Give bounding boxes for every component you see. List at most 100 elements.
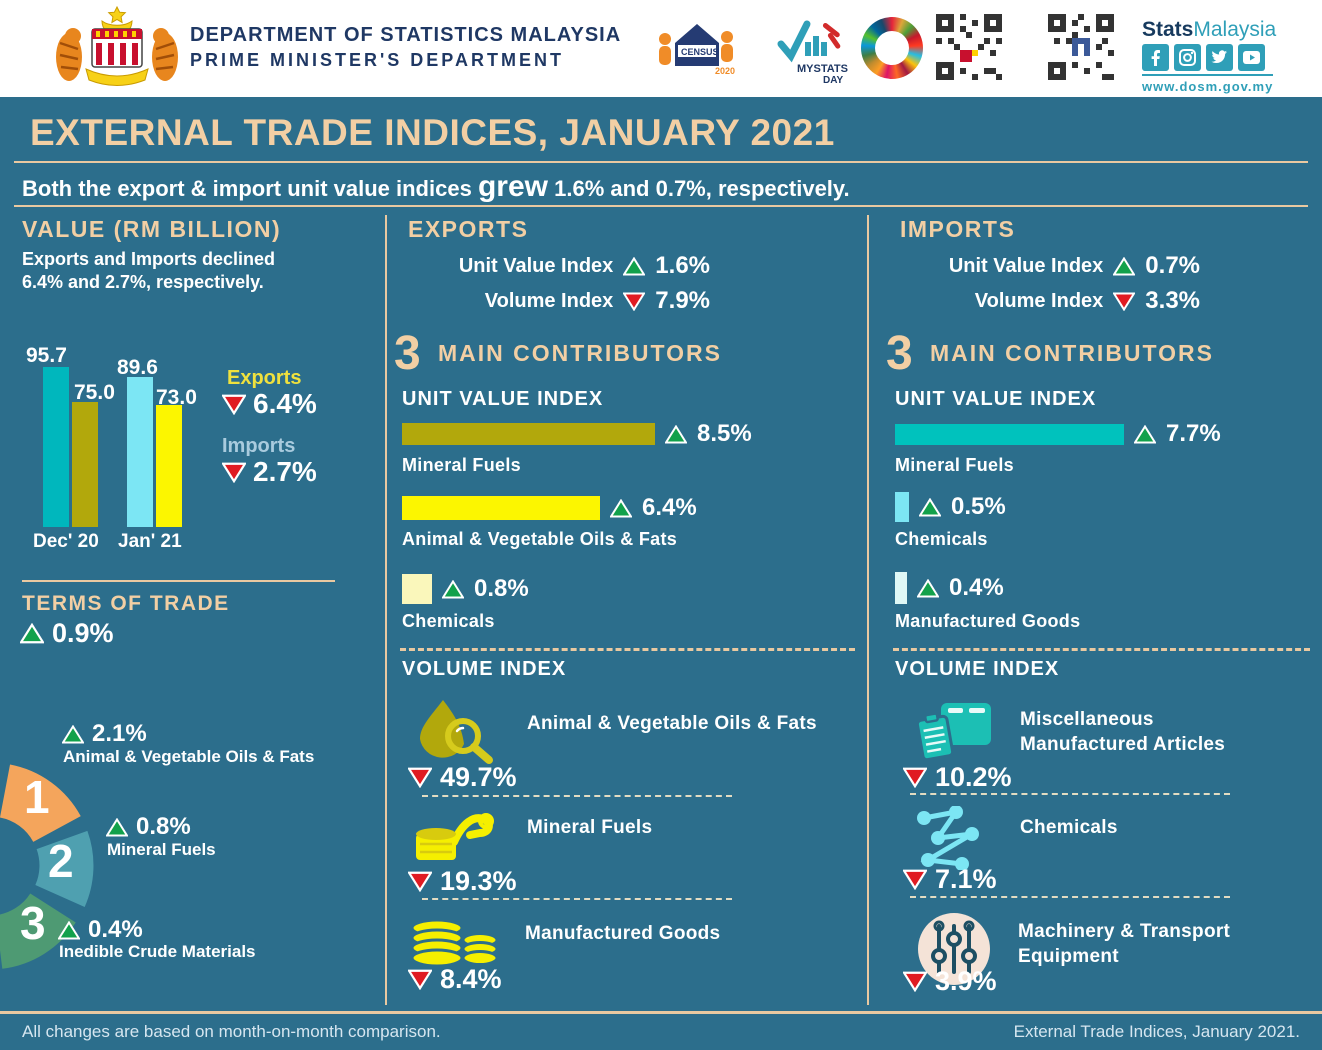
up-triangle-icon	[58, 920, 80, 939]
down-triangle-icon	[903, 767, 927, 788]
divider-line	[14, 161, 1308, 163]
rank-3-number: 3	[20, 897, 46, 949]
dept-name-line1: DEPARTMENT OF STATISTICS MALAYSIA	[190, 24, 622, 46]
down-triangle-icon	[408, 871, 432, 892]
rank-2-number: 2	[48, 835, 74, 887]
value: 7.1%	[935, 864, 997, 894]
imports-uvi-change: 0.7%	[1145, 252, 1200, 279]
bar	[895, 492, 909, 522]
imports-vol-subheading: VOLUME INDEX	[895, 658, 1060, 680]
sdg-wheel-center	[875, 31, 909, 65]
imports-delta-label: Imports	[222, 435, 296, 457]
footer-divider-line	[0, 1011, 1322, 1014]
exports-vol-item-3-label: Manufactured Goods	[525, 923, 721, 944]
bar-label: Chemicals	[402, 611, 495, 631]
tot-item-1-label: Animal & Vegetable Oils & Fats	[63, 747, 315, 766]
imports-uvi-bar-2: 0.5% Chemicals	[895, 492, 1006, 550]
exports-vol-row: Volume Index 7.9%	[400, 287, 710, 315]
exports-vol-label: Volume Index	[484, 289, 614, 312]
header: DEPARTMENT OF STATISTICS MALAYSIA PRIME …	[0, 0, 1322, 97]
down-triangle-icon	[903, 971, 927, 992]
census-year: 2020	[715, 66, 735, 76]
subtitle-grew: grew	[477, 170, 548, 203]
down-triangle-icon	[408, 969, 432, 990]
facebook-icon[interactable]	[1142, 44, 1169, 71]
up-triangle-icon	[1134, 424, 1156, 443]
exports-delta-value: 6.4%	[253, 388, 317, 419]
bar-value-label: 73.0	[156, 386, 197, 409]
box-clipboard-icon	[915, 703, 991, 760]
imports-heading: IMPORTS	[900, 216, 1016, 242]
exports-heading: EXPORTS	[408, 216, 529, 242]
exports-contrib-number: 3	[394, 327, 421, 380]
bar-label: Animal & Vegetable Oils & Fats	[402, 529, 678, 549]
website-link[interactable]: www.dosm.gov.my	[1142, 74, 1274, 94]
value: 10.2%	[935, 762, 1012, 792]
tot-change-value: 0.9%	[52, 618, 114, 648]
twitter-icon[interactable]	[1206, 44, 1233, 71]
bar-value: 0.5%	[951, 493, 1006, 520]
imports-contrib-heading: MAIN CONTRIBUTORS	[930, 340, 1215, 366]
up-triangle-icon	[917, 578, 939, 597]
exports-delta-label: Exports	[227, 367, 302, 389]
subtitle: Both the export & import unit value indi…	[22, 170, 850, 204]
exports-vol-item-1-change: 49.7%	[408, 762, 517, 793]
imports-uvi-label: Unit Value Index	[948, 254, 1104, 277]
bar-value: 6.4%	[642, 494, 697, 521]
bar-value: 0.8%	[474, 575, 529, 602]
up-triangle-icon	[610, 498, 632, 517]
imports-contrib-number: 3	[886, 327, 913, 380]
imports-vol-label: Volume Index	[974, 289, 1104, 312]
down-triangle-icon	[408, 767, 432, 788]
imports-vol-item-2-change: 7.1%	[903, 864, 997, 895]
bar-label: Manufactured Goods	[895, 611, 1081, 631]
imports-uvi-bar-1: 7.7% Mineral Fuels	[895, 420, 1221, 476]
category-label-jan: Jan' 21	[118, 531, 182, 552]
down-triangle-icon	[903, 869, 927, 890]
instagram-icon[interactable]	[1174, 44, 1201, 71]
bar-value: 0.4%	[949, 574, 1004, 601]
exports-vol-item-3-change: 8.4%	[408, 964, 502, 995]
imports-vol-item-2-label: Chemicals	[1020, 817, 1118, 838]
bar	[402, 574, 432, 604]
mystats-label: MYSTATS	[797, 63, 848, 75]
up-triangle-icon	[623, 256, 646, 275]
imports-vol-item-3-label: Machinery & Transport Equipment	[1018, 921, 1231, 967]
qr-code-icon	[936, 14, 1002, 80]
bar-value: 8.5%	[697, 420, 752, 447]
value: 8.4%	[440, 964, 502, 994]
up-triangle-icon	[106, 817, 128, 836]
bar-label: Mineral Fuels	[895, 455, 1014, 475]
dashed-divider	[910, 793, 1230, 795]
oil-pump-icon	[416, 813, 494, 860]
bar-value-label: 95.7	[26, 344, 67, 367]
divider-line	[22, 580, 335, 582]
dashed-divider	[422, 898, 732, 900]
down-triangle-icon	[222, 394, 246, 415]
footer-source: External Trade Indices, January 2021.	[1013, 1022, 1300, 1041]
mystats-day-label: DAY	[823, 75, 844, 84]
value: 19.3%	[440, 866, 517, 896]
value-desc-line2: 6.4% and 2.7%, respectively.	[22, 272, 264, 292]
bar	[895, 572, 907, 604]
subtitle-pre: Both the export & import unit value indi…	[22, 176, 472, 201]
tot-item-3-label: Inedible Crude Materials	[59, 942, 256, 961]
exports-contrib-heading: MAIN CONTRIBUTORS	[438, 340, 723, 366]
dashed-divider	[400, 648, 855, 651]
subtitle-post: 1.6% and 0.7%, respectively.	[554, 176, 850, 201]
imports-jan-bar	[156, 405, 182, 527]
imports-delta: 2.7%	[222, 456, 317, 488]
exports-vol-item-1-label: Animal & Vegetable Oils & Fats	[527, 713, 817, 734]
youtube-icon[interactable]	[1238, 44, 1265, 71]
down-triangle-icon	[222, 462, 246, 483]
mystats-day-logo-icon: MYSTATS DAY	[777, 20, 848, 84]
up-triangle-icon	[20, 623, 44, 644]
molecule-icon	[917, 806, 979, 870]
sdg-wheel-icon	[861, 17, 923, 79]
down-triangle-icon	[1113, 292, 1136, 311]
machinery-sliders-icon	[918, 913, 990, 985]
exports-delta: 6.4%	[222, 388, 317, 420]
value: 3.9%	[935, 966, 997, 996]
brand-stats: Stats	[1142, 18, 1194, 41]
up-triangle-icon	[919, 497, 941, 516]
